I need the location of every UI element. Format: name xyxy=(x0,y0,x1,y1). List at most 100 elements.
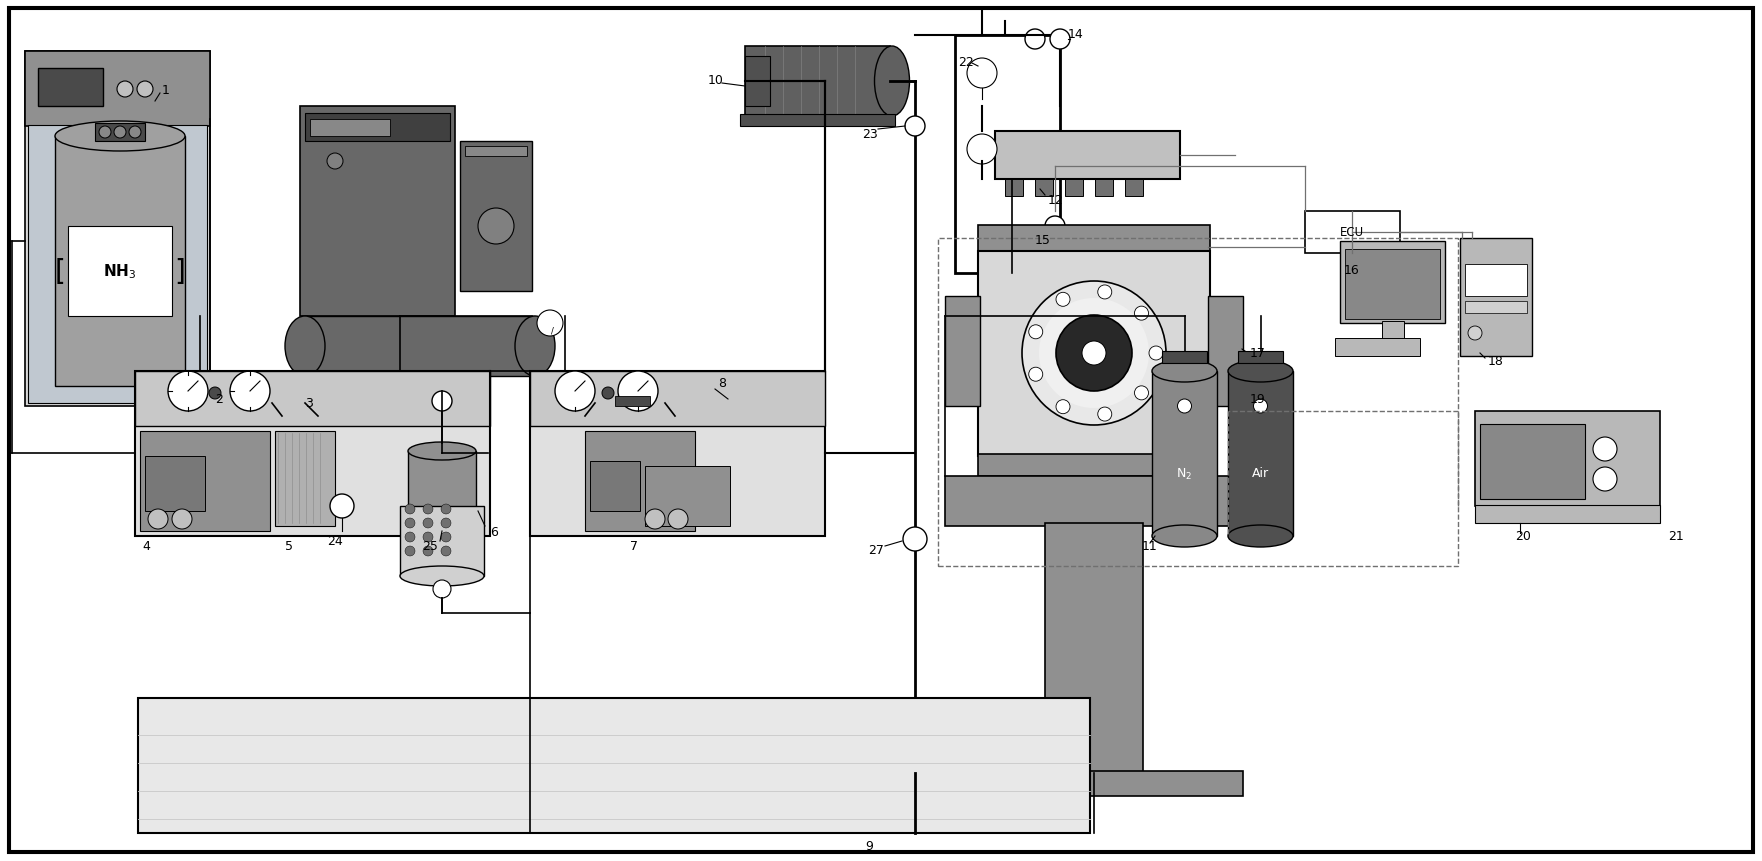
Bar xyxy=(1004,180,1024,197)
Bar xyxy=(409,451,476,511)
Text: 9: 9 xyxy=(865,839,872,852)
Circle shape xyxy=(1082,342,1107,366)
Circle shape xyxy=(423,547,433,556)
Text: 12: 12 xyxy=(1048,193,1064,207)
Bar xyxy=(978,226,1210,254)
Bar xyxy=(25,52,210,406)
Text: 25: 25 xyxy=(423,540,439,553)
Circle shape xyxy=(1025,30,1045,50)
Circle shape xyxy=(210,387,220,400)
Bar xyxy=(275,431,335,526)
Bar xyxy=(645,467,729,526)
Bar xyxy=(944,476,1242,526)
Bar xyxy=(1239,351,1283,363)
Bar xyxy=(530,372,825,426)
Bar xyxy=(39,69,102,107)
Bar xyxy=(460,142,532,292)
Circle shape xyxy=(116,82,132,98)
Text: 6: 6 xyxy=(490,525,499,538)
Circle shape xyxy=(433,580,451,598)
Bar xyxy=(1339,242,1445,324)
Bar xyxy=(996,132,1181,180)
Text: 4: 4 xyxy=(143,540,150,553)
Circle shape xyxy=(328,154,344,170)
Bar xyxy=(305,114,449,142)
Bar xyxy=(615,397,650,406)
Text: 27: 27 xyxy=(869,543,885,556)
Circle shape xyxy=(478,208,515,245)
Bar xyxy=(1336,338,1420,356)
Circle shape xyxy=(1029,368,1043,381)
Circle shape xyxy=(1022,282,1166,425)
Circle shape xyxy=(231,372,270,412)
Text: [: [ xyxy=(55,257,65,286)
Ellipse shape xyxy=(1228,525,1293,548)
Bar xyxy=(25,52,210,127)
Text: 11: 11 xyxy=(1142,540,1158,553)
Text: /: / xyxy=(550,326,553,335)
Text: 17: 17 xyxy=(1249,347,1265,360)
Circle shape xyxy=(440,518,451,529)
Text: 7: 7 xyxy=(631,540,638,553)
Circle shape xyxy=(423,518,433,529)
Ellipse shape xyxy=(1152,361,1218,382)
Circle shape xyxy=(1040,299,1149,408)
Ellipse shape xyxy=(1228,361,1293,382)
Circle shape xyxy=(167,372,208,412)
Circle shape xyxy=(405,518,416,529)
Bar xyxy=(1152,372,1218,536)
Bar xyxy=(1022,282,1071,300)
Bar xyxy=(139,431,270,531)
Text: ]: ] xyxy=(174,257,185,286)
Bar xyxy=(978,455,1210,476)
Bar xyxy=(69,226,173,317)
Bar xyxy=(1480,424,1586,499)
Circle shape xyxy=(423,532,433,542)
Bar xyxy=(1464,301,1528,313)
Text: 3: 3 xyxy=(305,397,314,410)
Bar xyxy=(1094,180,1114,197)
Bar xyxy=(745,47,890,117)
Text: 1: 1 xyxy=(162,84,169,96)
Bar xyxy=(1124,180,1144,197)
Circle shape xyxy=(129,127,141,139)
Bar xyxy=(937,238,1457,567)
Circle shape xyxy=(555,372,596,412)
Circle shape xyxy=(902,528,927,551)
Bar xyxy=(136,372,490,426)
Bar xyxy=(28,126,206,404)
Circle shape xyxy=(137,82,153,98)
Bar xyxy=(1461,238,1531,356)
Text: 19: 19 xyxy=(1249,393,1265,406)
Circle shape xyxy=(1050,30,1070,50)
Circle shape xyxy=(1098,286,1112,300)
Circle shape xyxy=(405,532,416,542)
Bar xyxy=(944,297,980,406)
Ellipse shape xyxy=(55,122,185,152)
Circle shape xyxy=(405,547,416,556)
Bar xyxy=(55,137,185,387)
Bar xyxy=(1475,412,1660,506)
Ellipse shape xyxy=(1152,525,1218,548)
Bar xyxy=(745,57,770,107)
Bar xyxy=(1064,180,1084,197)
Bar xyxy=(400,506,485,576)
Circle shape xyxy=(1055,400,1070,414)
Circle shape xyxy=(1055,316,1131,392)
Bar xyxy=(1228,372,1293,536)
Bar xyxy=(1161,351,1207,363)
Circle shape xyxy=(1055,293,1070,307)
Circle shape xyxy=(99,127,111,139)
Circle shape xyxy=(668,510,687,530)
Bar xyxy=(1045,523,1144,773)
Circle shape xyxy=(537,311,564,337)
Circle shape xyxy=(1045,217,1064,237)
Circle shape xyxy=(645,510,664,530)
Circle shape xyxy=(1593,437,1618,461)
Text: 20: 20 xyxy=(1515,530,1531,543)
Circle shape xyxy=(1098,407,1112,422)
Bar xyxy=(740,115,895,127)
Circle shape xyxy=(405,505,416,514)
Circle shape xyxy=(967,59,997,89)
Bar xyxy=(590,461,640,511)
